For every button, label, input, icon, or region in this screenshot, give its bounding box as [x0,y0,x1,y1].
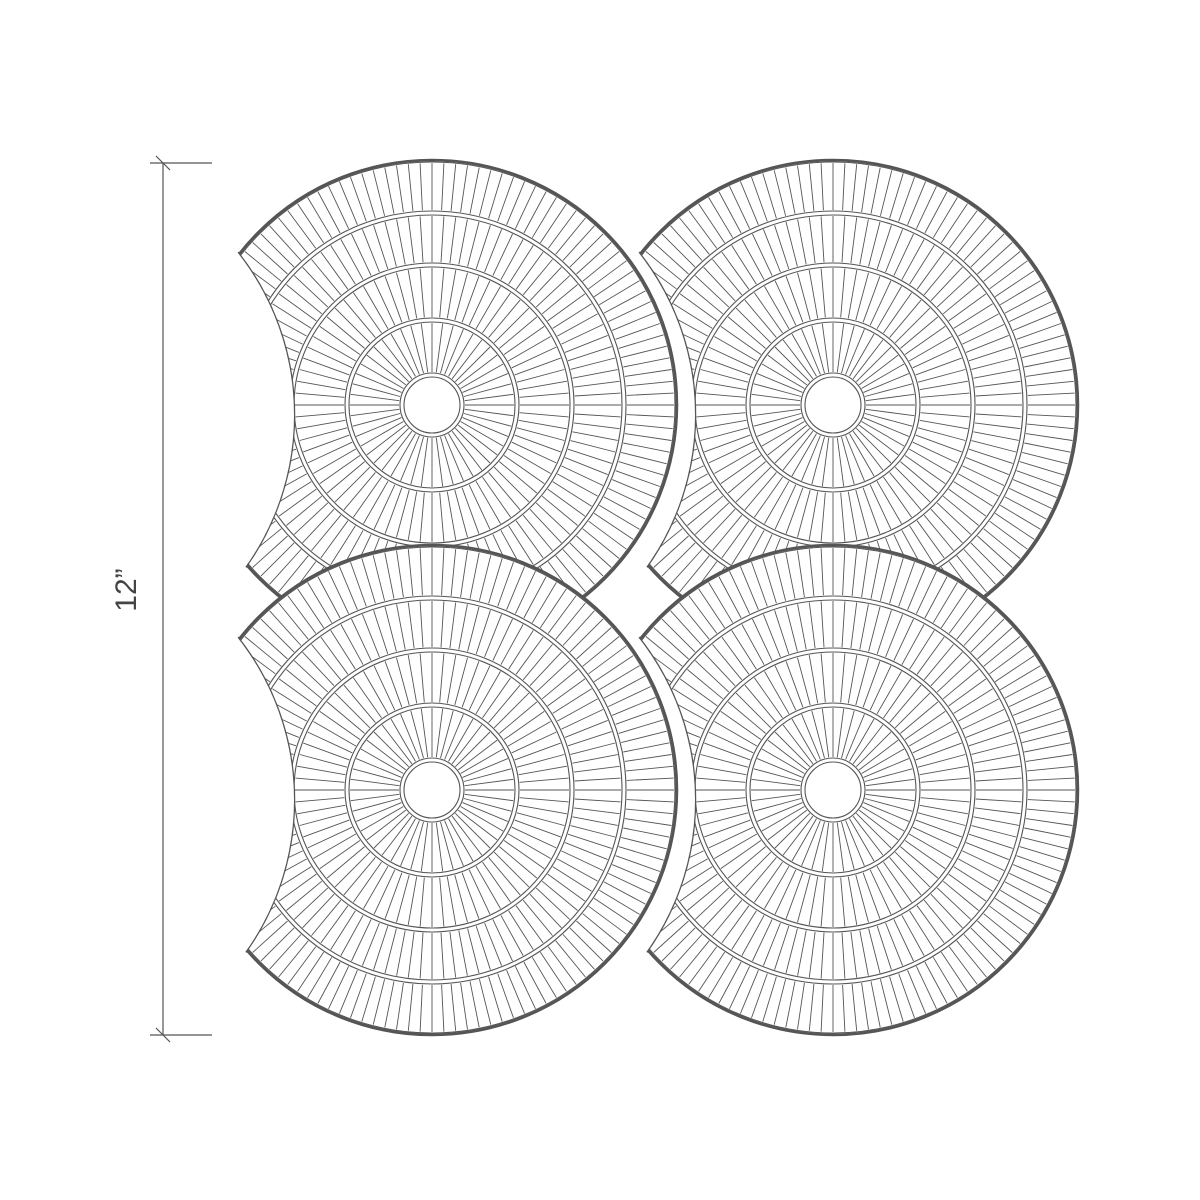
ring [403,376,461,434]
ring [399,757,465,823]
tile-spokes [591,548,1075,1032]
tiles [0,151,1080,1064]
tile-spokes [350,323,514,487]
tile-spokes [295,653,569,927]
ring [403,761,461,819]
outer-edge [586,543,1080,1037]
ring [804,761,862,819]
ring [344,702,520,878]
ring [638,595,1028,985]
ring [749,706,917,874]
fan-base [588,545,1078,1035]
ring [589,546,1077,1034]
cut-edge [0,536,296,1064]
fan-base [187,160,677,650]
ring [804,376,862,434]
dimension-label: 12” [110,568,143,611]
ring [289,647,575,933]
tile-spokes [696,268,970,542]
tile-spokes [644,601,1022,979]
ring [642,599,1024,981]
fan-base [187,545,677,1035]
cut-edge [169,536,697,1064]
ring [749,321,917,489]
ring [800,372,866,438]
ring [800,757,866,823]
tile-spokes [350,708,514,872]
dimension-tick [155,155,171,171]
fan-unit [169,151,1080,679]
ring [344,317,520,493]
cut-edge [0,151,296,679]
tile-spokes [295,268,569,542]
tile-spokes [751,708,915,872]
ring [745,702,921,878]
ring [348,706,516,874]
fan-unit [0,536,679,1064]
tile-spokes [751,323,915,487]
ring [399,372,465,438]
fan-unit [169,536,1080,1064]
tile-spokes [696,653,970,927]
fan-base [588,160,1078,650]
ring [348,321,516,489]
dimension [150,155,212,1043]
ring [690,647,976,933]
ring [745,317,921,493]
